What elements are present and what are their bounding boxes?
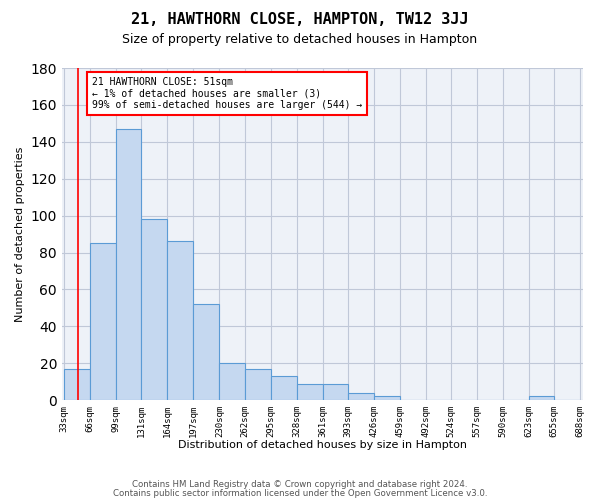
Bar bbox=[116, 129, 142, 400]
Bar bbox=[142, 220, 167, 400]
Bar bbox=[245, 368, 271, 400]
Text: Size of property relative to detached houses in Hampton: Size of property relative to detached ho… bbox=[122, 32, 478, 46]
Bar bbox=[529, 396, 554, 400]
Bar bbox=[193, 304, 220, 400]
Y-axis label: Number of detached properties: Number of detached properties bbox=[15, 146, 25, 322]
Bar bbox=[374, 396, 400, 400]
Text: 21 HAWTHORN CLOSE: 51sqm
← 1% of detached houses are smaller (3)
99% of semi-det: 21 HAWTHORN CLOSE: 51sqm ← 1% of detache… bbox=[92, 77, 362, 110]
Bar bbox=[167, 242, 193, 400]
Bar bbox=[220, 363, 245, 400]
Text: 21, HAWTHORN CLOSE, HAMPTON, TW12 3JJ: 21, HAWTHORN CLOSE, HAMPTON, TW12 3JJ bbox=[131, 12, 469, 28]
Bar bbox=[296, 384, 323, 400]
Bar bbox=[271, 376, 296, 400]
Text: Contains HM Land Registry data © Crown copyright and database right 2024.: Contains HM Land Registry data © Crown c… bbox=[132, 480, 468, 489]
Bar bbox=[323, 384, 348, 400]
Bar bbox=[348, 392, 374, 400]
Text: Contains public sector information licensed under the Open Government Licence v3: Contains public sector information licen… bbox=[113, 488, 487, 498]
Bar bbox=[64, 368, 90, 400]
X-axis label: Distribution of detached houses by size in Hampton: Distribution of detached houses by size … bbox=[178, 440, 467, 450]
Bar bbox=[90, 244, 116, 400]
